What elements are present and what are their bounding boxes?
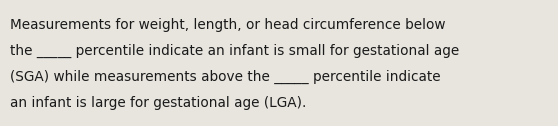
Text: the _____ percentile indicate an infant is small for gestational age: the _____ percentile indicate an infant … xyxy=(10,44,459,58)
Text: an infant is large for gestational age (LGA).: an infant is large for gestational age (… xyxy=(10,96,306,110)
Text: Measurements for weight, length, or head circumference below: Measurements for weight, length, or head… xyxy=(10,18,445,32)
Text: (SGA) while measurements above the _____ percentile indicate: (SGA) while measurements above the _____… xyxy=(10,70,441,84)
